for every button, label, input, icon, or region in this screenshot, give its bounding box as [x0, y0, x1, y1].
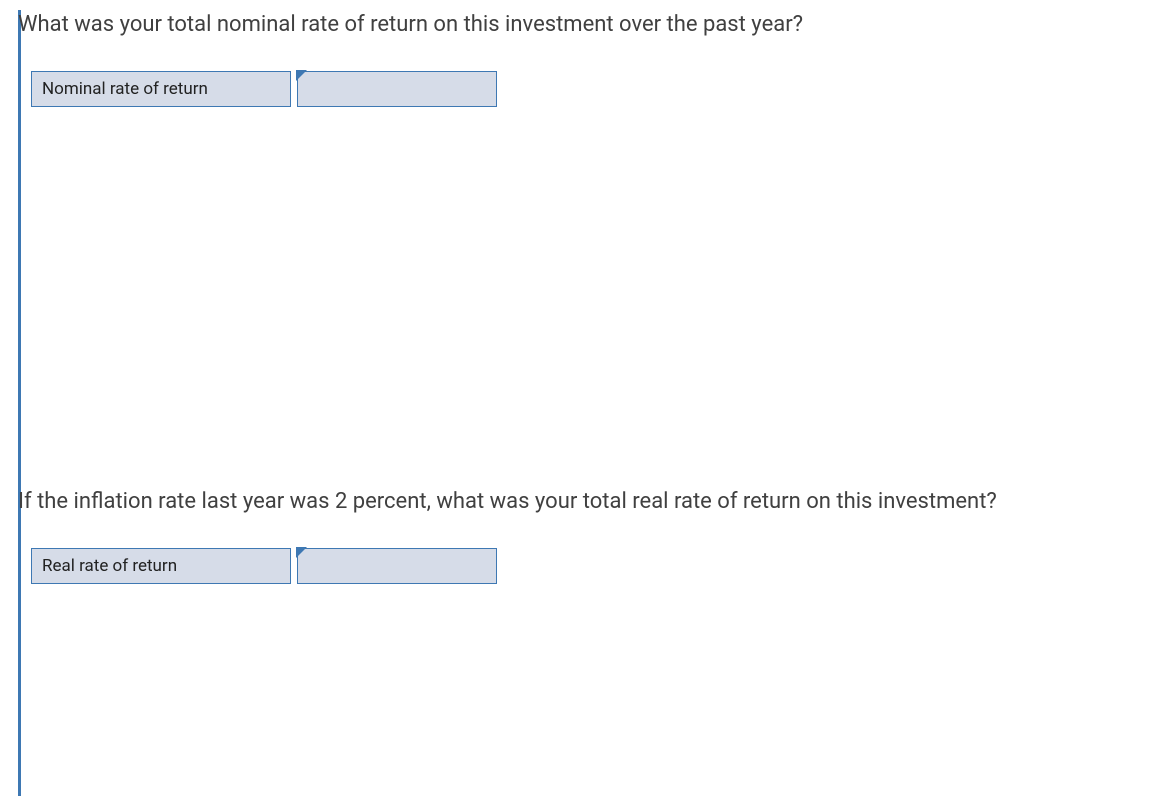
- question-text-real: If the inflation rate last year was 2 pe…: [18, 487, 1155, 518]
- question-text-nominal: What was your total nominal rate of retu…: [18, 10, 1155, 41]
- real-rate-input[interactable]: [297, 548, 497, 584]
- label-nominal-rate: Nominal rate of return: [31, 71, 291, 107]
- answer-row-real: Real rate of return: [31, 548, 1155, 584]
- question-block-real: If the inflation rate last year was 2 pe…: [21, 487, 1155, 584]
- label-real-rate: Real rate of return: [31, 548, 291, 584]
- content-container: What was your total nominal rate of retu…: [18, 10, 1155, 796]
- question-block-nominal: What was your total nominal rate of retu…: [21, 10, 1155, 107]
- input-wrap-real: [297, 548, 497, 584]
- answer-row-nominal: Nominal rate of return: [31, 71, 1155, 107]
- input-wrap-nominal: [297, 71, 497, 107]
- flag-icon: [296, 70, 307, 81]
- nominal-rate-input[interactable]: [297, 71, 497, 107]
- flag-icon: [296, 547, 307, 558]
